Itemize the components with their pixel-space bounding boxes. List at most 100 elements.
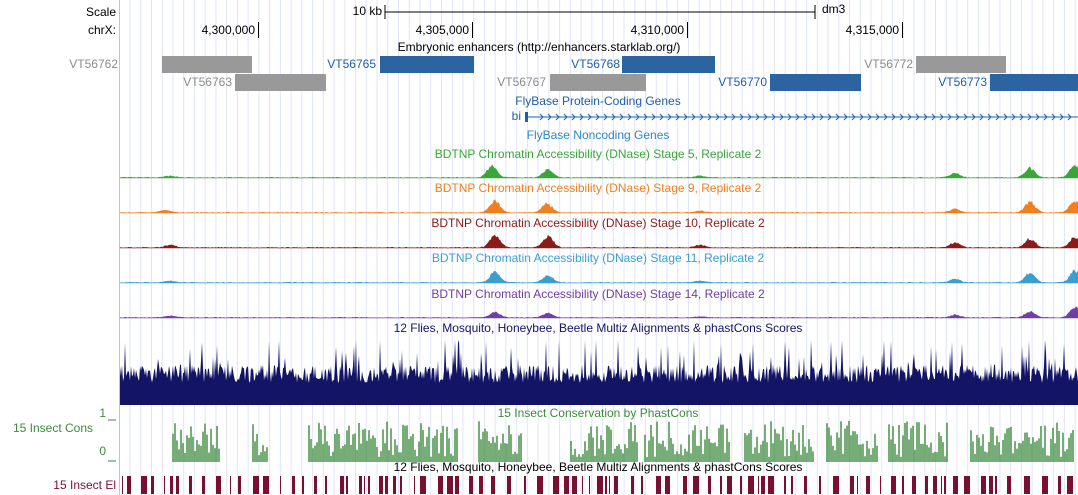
element <box>151 476 154 494</box>
element <box>176 476 179 494</box>
element <box>479 476 483 494</box>
track-title: FlyBase Noncoding Genes <box>527 128 670 142</box>
element <box>280 476 281 494</box>
element <box>230 476 231 494</box>
element <box>438 476 443 494</box>
axis-min: 0 <box>99 444 106 458</box>
element <box>902 476 904 494</box>
enhancer-label: VT56772 <box>864 57 913 71</box>
element <box>761 476 765 494</box>
element <box>891 476 896 494</box>
element <box>995 476 997 494</box>
enhancer-box <box>916 56 1006 73</box>
element <box>385 476 388 494</box>
element <box>164 476 165 494</box>
enhancer-box <box>622 56 715 73</box>
signal <box>119 306 1078 319</box>
element <box>748 476 754 494</box>
ruler-label: 4,315,000 <box>846 23 900 37</box>
element <box>314 476 317 494</box>
gene-strand <box>539 113 1072 121</box>
chrom-label: chrX: <box>88 23 116 37</box>
element <box>253 476 259 494</box>
element <box>141 476 147 494</box>
element <box>631 476 634 494</box>
enhancer-label: VT56770 <box>718 75 767 89</box>
element <box>740 476 742 494</box>
element <box>850 476 854 494</box>
element <box>880 476 881 494</box>
element <box>866 476 870 494</box>
enhancer-box <box>162 56 252 73</box>
element <box>202 476 205 494</box>
enhancer-box <box>770 74 861 91</box>
element <box>857 476 858 494</box>
element <box>524 476 526 494</box>
element <box>1058 476 1061 494</box>
signal <box>119 234 1078 249</box>
track-title: BDTNP Chromatin Accessibility (DNase) St… <box>435 181 762 195</box>
element <box>641 476 643 494</box>
element <box>925 476 928 494</box>
scale-bar-label: 10 kb <box>353 4 383 18</box>
element <box>944 476 946 494</box>
track-title: 15 Insect Conservation by PhastCons <box>498 406 699 420</box>
track-title: FlyBase Protein-Coding Genes <box>515 94 680 108</box>
element <box>572 476 577 494</box>
element <box>819 476 821 494</box>
element <box>1007 476 1011 494</box>
signal <box>119 164 1078 179</box>
axis-max: 1 <box>99 406 106 420</box>
element <box>170 476 173 494</box>
element <box>720 476 722 494</box>
enhancer-box <box>380 56 474 73</box>
element <box>1042 476 1048 494</box>
gene-label: bi <box>512 109 521 123</box>
element <box>912 476 916 494</box>
signal <box>119 199 1078 214</box>
element <box>325 476 327 494</box>
element <box>989 476 993 494</box>
track-title: BDTNP Chromatin Accessibility (DNase) St… <box>435 147 762 161</box>
ruler-label: 4,310,000 <box>631 23 685 37</box>
element <box>340 476 344 494</box>
enhancer-label: VT56763 <box>183 75 232 89</box>
track-title: Embryonic enhancers (http://enhancers.st… <box>398 40 681 54</box>
element <box>368 476 370 494</box>
enhancer-box <box>235 74 326 91</box>
element <box>393 476 396 494</box>
element <box>447 476 453 494</box>
track-title: BDTNP Chromatin Accessibility (DNase) St… <box>431 287 765 301</box>
phastcons-signal <box>172 421 1074 462</box>
element <box>414 476 415 494</box>
gene-exon <box>525 112 528 122</box>
track-left-label: 15 Insect El <box>53 478 116 492</box>
element <box>727 476 732 494</box>
element <box>804 476 807 494</box>
enhancer-label: VT56768 <box>571 57 620 71</box>
element <box>455 476 459 494</box>
element <box>597 476 603 494</box>
multiz-signal <box>120 340 1078 405</box>
element <box>238 476 241 494</box>
element <box>302 476 304 494</box>
track-title: 12 Flies, Mosquito, Honeybee, Beetle Mul… <box>394 460 803 474</box>
element <box>1067 476 1073 494</box>
element <box>768 476 774 494</box>
ruler-label: 4,300,000 <box>202 23 256 37</box>
element <box>379 476 383 494</box>
track-title: BDTNP Chromatin Accessibility (DNase) St… <box>432 251 765 265</box>
track-title: 12 Flies, Mosquito, Honeybee, Beetle Mul… <box>394 321 803 335</box>
element <box>507 476 511 494</box>
element <box>758 476 759 494</box>
element <box>683 476 687 494</box>
enhancer-label: VT56767 <box>497 75 546 89</box>
element <box>693 476 699 494</box>
track-left-label: 15 Insect Cons <box>13 421 93 435</box>
element <box>122 476 123 494</box>
signal <box>119 269 1078 284</box>
enhancer-box <box>990 74 1078 91</box>
element <box>791 476 793 494</box>
element <box>614 476 618 494</box>
